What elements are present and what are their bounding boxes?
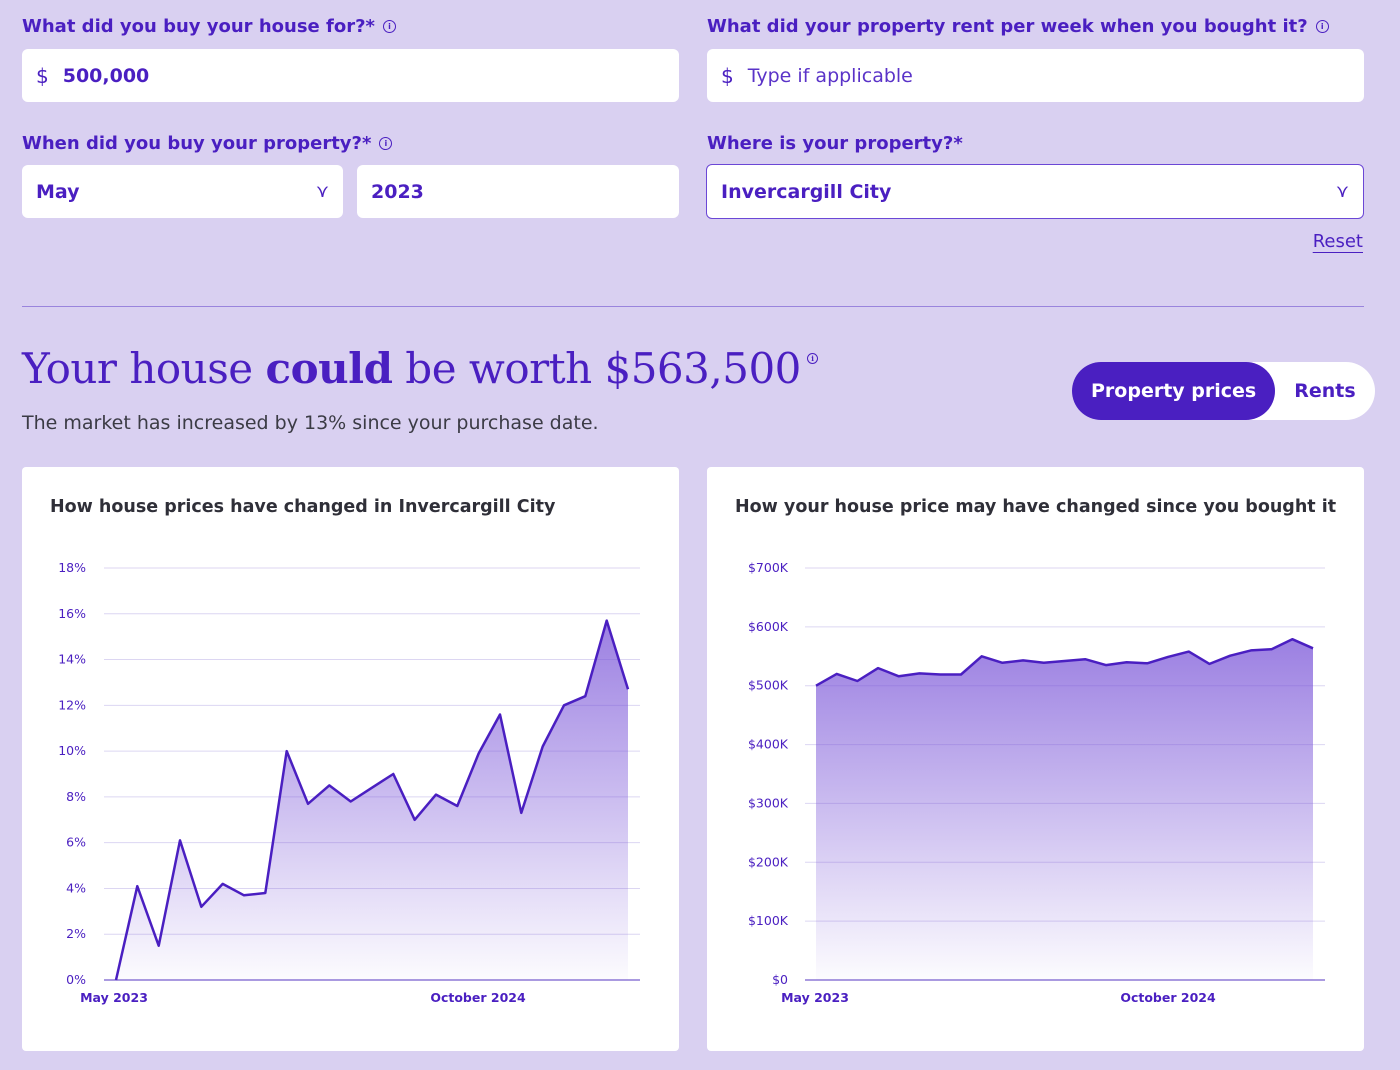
location-select-value: Invercargill City bbox=[721, 180, 892, 203]
y-tick-label: 18% bbox=[58, 560, 86, 575]
x-tick-label: May 2023 bbox=[781, 990, 849, 1005]
chart-title: How house prices have changed in Inverca… bbox=[50, 497, 556, 517]
dollar-icon: $ bbox=[721, 63, 734, 88]
location-label-text: Where is your property?* bbox=[707, 133, 963, 154]
y-tick-label: 4% bbox=[66, 880, 86, 895]
chevron-down-icon: ⋎ bbox=[315, 181, 329, 202]
result-prefix: Your house bbox=[22, 344, 266, 393]
toggle-property-prices[interactable]: Property prices bbox=[1072, 362, 1276, 420]
y-tick-label: 14% bbox=[58, 652, 86, 667]
purchase-date-label: When did you buy your property?* i bbox=[22, 133, 393, 154]
result-subtext: The market has increased by 13% since yo… bbox=[22, 412, 599, 434]
x-tick-label: May 2023 bbox=[80, 990, 148, 1005]
info-icon[interactable]: i bbox=[806, 353, 818, 364]
y-tick-label: 16% bbox=[58, 606, 86, 621]
info-icon[interactable]: i bbox=[1315, 20, 1329, 33]
dollar-icon: $ bbox=[36, 63, 49, 88]
y-tick-label: 12% bbox=[58, 697, 86, 712]
market-change-card: How house prices have changed in Inverca… bbox=[22, 467, 679, 1051]
x-tick-label: October 2024 bbox=[1120, 990, 1216, 1005]
weekly-rent-label: What did your property rent per week whe… bbox=[707, 16, 1329, 37]
result-headline: Your house could be worth $563,500 i bbox=[22, 344, 818, 393]
y-tick-label: $400K bbox=[748, 737, 789, 752]
view-toggle: Property prices Rents bbox=[1072, 362, 1375, 420]
y-tick-label: 6% bbox=[66, 835, 86, 850]
area-fill bbox=[116, 620, 628, 980]
chart-title: How your house price may have changed si… bbox=[735, 497, 1337, 517]
section-divider bbox=[22, 306, 1364, 307]
y-tick-label: 8% bbox=[66, 789, 86, 804]
month-select[interactable]: May ⋎ bbox=[22, 165, 343, 218]
year-input-value: 2023 bbox=[371, 180, 424, 203]
y-tick-label: $0 bbox=[772, 972, 788, 987]
x-tick-label: October 2024 bbox=[430, 990, 526, 1005]
chevron-down-icon: ⋎ bbox=[1335, 181, 1349, 202]
y-tick-label: $100K bbox=[748, 913, 789, 928]
y-tick-label: $200K bbox=[748, 854, 789, 869]
location-select[interactable]: Invercargill City ⋎ bbox=[706, 164, 1364, 219]
weekly-rent-placeholder[interactable]: Type if applicable bbox=[747, 64, 913, 87]
market-change-chart: 0% 2% 4% 6% 8% 10% 12% 14% 16% 18% May 2023 October… bbox=[58, 560, 640, 1005]
weekly-rent-label-text: What did your property rent per week whe… bbox=[707, 16, 1308, 37]
info-icon[interactable]: i bbox=[382, 20, 396, 33]
purchase-price-input[interactable]: $ 500,000 bbox=[22, 49, 679, 102]
month-select-value: May bbox=[36, 180, 80, 203]
y-tick-label: 0% bbox=[66, 972, 86, 987]
series-line bbox=[815, 637, 1314, 687]
house-value-card: How your house price may have changed si… bbox=[707, 467, 1364, 1051]
y-tick-label: $500K bbox=[748, 678, 789, 693]
purchase-price-label: What did you buy your house for?* i bbox=[22, 16, 396, 37]
purchase-price-label-text: What did you buy your house for?* bbox=[22, 16, 375, 37]
house-value-chart: $0 $100K $200K $300K $400K $500K $600K $700K May… bbox=[748, 560, 1325, 1005]
toggle-rents[interactable]: Rents bbox=[1294, 380, 1356, 402]
info-icon[interactable]: i bbox=[379, 137, 393, 150]
year-input[interactable]: 2023 bbox=[357, 165, 679, 218]
series-line bbox=[114, 619, 630, 981]
y-tick-label: 10% bbox=[58, 743, 86, 758]
y-tick-label: $300K bbox=[748, 795, 789, 810]
y-tick-label: $600K bbox=[748, 619, 789, 634]
result-emphasis: could bbox=[265, 344, 393, 393]
y-tick-label: $700K bbox=[748, 560, 789, 575]
purchase-price-value[interactable]: 500,000 bbox=[62, 64, 150, 87]
y-tick-label: 2% bbox=[66, 926, 86, 941]
reset-link[interactable]: Reset bbox=[1312, 231, 1363, 252]
result-value: be worth $563,500 bbox=[392, 344, 801, 393]
location-label: Where is your property?* bbox=[707, 133, 963, 154]
purchase-date-label-text: When did you buy your property?* bbox=[22, 133, 372, 154]
area-fill bbox=[816, 639, 1313, 980]
weekly-rent-input[interactable]: $ Type if applicable bbox=[707, 49, 1364, 102]
